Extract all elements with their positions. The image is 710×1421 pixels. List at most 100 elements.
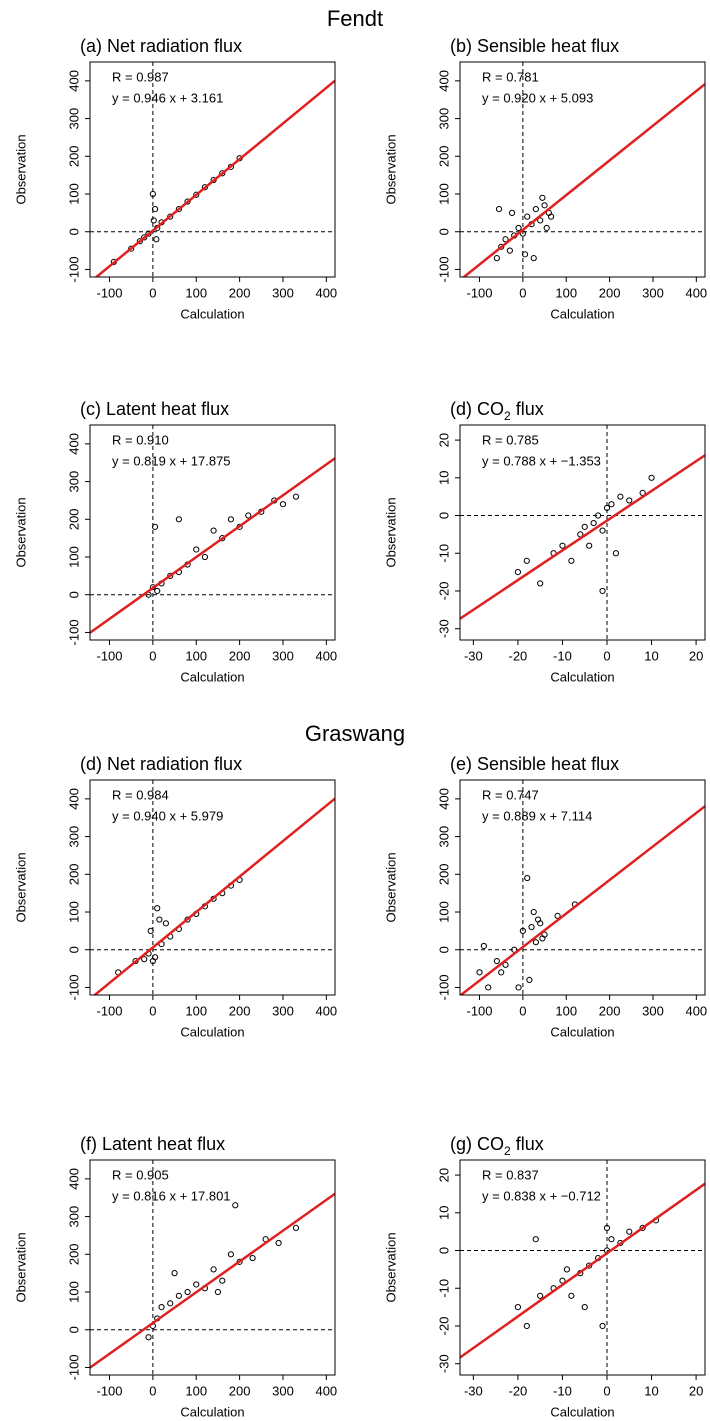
data-point [476, 969, 483, 976]
x-tick-label: 300 [642, 1003, 664, 1018]
panel: (e) Sensible heat flux -100 0 100 200 300 400 -… [383, 754, 707, 1040]
panel: (c) Latent heat flux -100 0 100 200 300 400 -10… [13, 399, 337, 685]
data-point [530, 255, 537, 262]
x-tick-label: -20 [509, 1383, 528, 1398]
data-point [184, 1288, 191, 1296]
y-tick-label: 0 [436, 228, 451, 235]
data-point [608, 501, 615, 508]
x-tick-label: -10 [553, 1383, 572, 1398]
y-tick-label: 0 [66, 228, 81, 235]
y-tick-label: 300 [66, 826, 81, 848]
y-tick-label: 400 [66, 70, 81, 92]
y-axis-label: Observation [13, 497, 28, 567]
x-tick-label: 0 [149, 648, 156, 663]
data-point [214, 1288, 222, 1296]
panel-title: (d) CO2 flux [450, 399, 544, 423]
fit-annotation: R = 0.905 [112, 1167, 169, 1182]
x-tick-label: 10 [644, 1383, 658, 1398]
x-tick-label: 100 [185, 1003, 207, 1018]
data-point [153, 236, 160, 243]
data-point [232, 1202, 239, 1209]
x-tick-label: -100 [466, 1003, 492, 1018]
fit-line [461, 83, 705, 277]
data-point [515, 224, 522, 232]
data-point [498, 969, 505, 976]
data-point [201, 184, 209, 191]
data-point [147, 927, 154, 934]
panel: (g) CO2 flux -30 -20 -10 0 10 20 -30 -20 -10 0 10 20… [383, 1134, 706, 1419]
x-tick-label: 10 [644, 648, 658, 663]
data-point [648, 474, 655, 481]
y-tick-label: 100 [66, 1281, 81, 1303]
data-point [554, 912, 561, 919]
y-tick-label: -100 [66, 1354, 81, 1380]
x-tick-label: 300 [272, 648, 294, 663]
plot-area [90, 1160, 335, 1375]
title-part: (d) CO [450, 399, 504, 419]
data-point [245, 512, 252, 519]
panel-title: (c) Latent heat flux [80, 399, 229, 419]
data-point [523, 557, 530, 564]
panel-title: (a) Net radiation flux [80, 36, 242, 56]
x-tick-label: 300 [642, 285, 664, 300]
data-point [193, 191, 200, 198]
title-part: flux [511, 399, 544, 419]
y-tick-label: 100 [66, 183, 81, 205]
y-tick-label: 200 [66, 145, 81, 167]
y-tick-label: 200 [66, 1243, 81, 1265]
x-tick-label: -100 [96, 1003, 122, 1018]
y-tick-label: -30 [436, 619, 451, 638]
data-point [151, 954, 159, 961]
data-point [599, 527, 606, 534]
fit-line [460, 454, 705, 620]
y-axis-label: Observation [13, 852, 28, 922]
y-tick-label: 10 [436, 1206, 451, 1220]
y-axis-label: Observation [13, 1232, 28, 1302]
data-point [158, 1304, 165, 1311]
fit-annotation: y = 0.946 x + 3.161 [112, 90, 223, 105]
y-tick-label: 200 [436, 863, 451, 885]
y-tick-label: 0 [66, 1326, 81, 1333]
y-tick-label: -100 [66, 619, 81, 645]
data-point [506, 247, 513, 254]
data-point [151, 206, 159, 213]
data-point [184, 198, 191, 205]
site-heading: Fendt [327, 6, 383, 31]
data-point [128, 245, 135, 252]
data-point [537, 580, 544, 587]
y-axis-label: Observation [383, 1232, 398, 1302]
panel: (b) Sensible heat flux -100 0 100 200 300 400 -… [383, 36, 707, 322]
plot-area [90, 780, 335, 995]
fit-annotation: R = 0.910 [112, 432, 169, 447]
x-tick-label: 0 [519, 1003, 526, 1018]
data-point [154, 587, 161, 595]
data-point [141, 234, 148, 241]
y-axis-label: Observation [13, 134, 28, 204]
data-point [626, 1228, 633, 1235]
x-tick-label: -30 [464, 1383, 483, 1398]
data-point [184, 916, 191, 923]
y-tick-label: 400 [436, 70, 451, 92]
data-point [493, 255, 500, 262]
plot-frame [89, 779, 336, 996]
x-axis-label: Calculation [550, 669, 614, 684]
x-tick-label: 0 [519, 285, 526, 300]
data-point [219, 170, 226, 177]
y-axis-label: Observation [383, 497, 398, 567]
title-part: flux [511, 1134, 544, 1154]
data-point [599, 1322, 606, 1330]
plot-frame [89, 424, 336, 641]
y-tick-label: 400 [66, 788, 81, 810]
data-point [524, 213, 531, 220]
title-part: (b) Sensible heat flux [450, 36, 619, 56]
plot-area [460, 780, 705, 995]
x-tick-label: 200 [599, 285, 621, 300]
plot-area [90, 425, 335, 640]
x-tick-label: -20 [509, 648, 528, 663]
x-tick-label: 200 [599, 1003, 621, 1018]
x-tick-label: -10 [553, 648, 572, 663]
y-tick-label: -20 [436, 582, 451, 601]
data-point [210, 1266, 217, 1273]
y-tick-label: 400 [66, 433, 81, 455]
y-tick-label: 100 [436, 901, 451, 923]
